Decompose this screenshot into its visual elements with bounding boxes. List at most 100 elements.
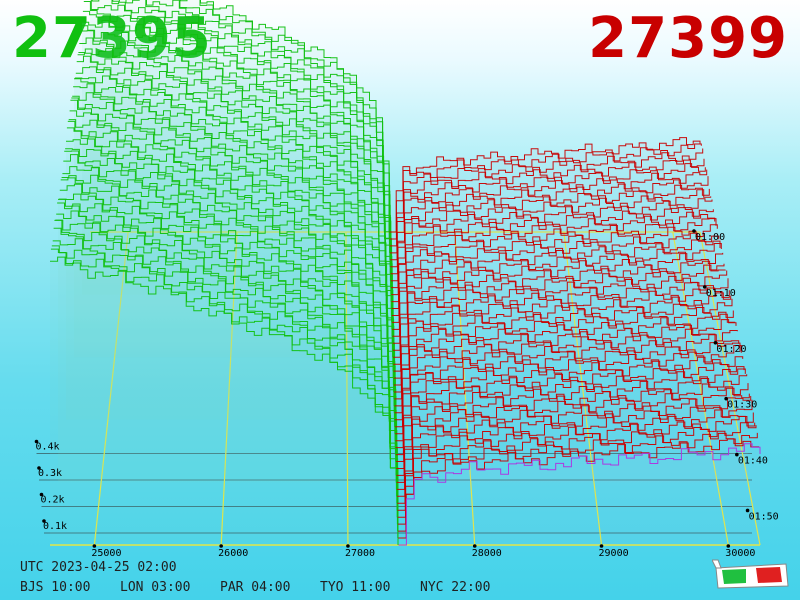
utc-time: UTC 2023-04-25 02:00	[20, 560, 177, 575]
ask-depth-line	[389, 148, 704, 247]
ask-depth-line	[395, 342, 741, 442]
time-tick-label: 01:10	[706, 288, 736, 299]
bid-depth-line	[59, 183, 397, 469]
ask-depth-line	[389, 137, 701, 233]
time-tick-dot	[713, 340, 718, 345]
bid-depth-line	[65, 148, 396, 427]
bid-depth-line	[77, 52, 393, 330]
volume-tick-label: 0.4k	[36, 442, 60, 453]
time-tick-label: 01:30	[727, 400, 757, 411]
bid-depth-line	[56, 210, 398, 497]
volume-tick-dot	[34, 439, 39, 444]
volume-tick-dot	[39, 492, 44, 497]
par-time: PAR 04:00	[220, 580, 291, 595]
ask-depth-lines	[389, 137, 761, 546]
ask-depth-line	[391, 189, 712, 289]
price-gridline	[563, 231, 603, 546]
ask-depth-line	[395, 345, 742, 449]
ask-depth-line	[391, 218, 717, 316]
ask-depth-line	[391, 207, 714, 303]
bid-depth-line	[112, 0, 391, 260]
bid-depth-line	[52, 238, 398, 525]
price-tick-dot	[219, 544, 223, 548]
price-tick-label: 25000	[91, 548, 121, 559]
ask-depth-line	[391, 211, 716, 309]
price-tick-label: 26000	[218, 548, 248, 559]
ask-depth-line	[396, 368, 746, 469]
ask-depth-line	[390, 184, 710, 282]
price-tick-dot	[472, 544, 477, 548]
bjs-time: BJS 10:00	[20, 580, 91, 595]
ask-depth-line	[397, 396, 752, 497]
price-tick-label: 29000	[599, 548, 629, 559]
ask-depth-line	[394, 313, 736, 414]
ask-depth-line	[394, 292, 732, 393]
price-gridline	[672, 231, 729, 546]
bid-depth-line	[75, 66, 393, 344]
ask-depth-line	[391, 198, 713, 296]
time-tick-label: 01:20	[716, 344, 746, 355]
bid-depth-area	[90, 0, 389, 232]
ask-depth-line	[392, 239, 721, 337]
volume-tick-dot	[42, 519, 46, 523]
ask-depth-line	[396, 374, 748, 476]
ask-depth-line	[398, 443, 761, 546]
volume-tick-dot	[37, 466, 41, 470]
bid-depth-line	[69, 110, 395, 392]
bid-depth-line	[80, 30, 392, 309]
ask-depth-line	[393, 287, 730, 386]
ask-depth-line	[389, 143, 702, 240]
bid-depth-line	[76, 55, 393, 337]
ask-depth-area	[396, 383, 748, 483]
ask-depth-line	[392, 232, 720, 330]
bid-depth-area	[58, 199, 397, 483]
3d-glasses-icon[interactable]	[712, 556, 792, 592]
price-tick-label: 27000	[345, 548, 375, 559]
bid-depth-line	[61, 174, 396, 455]
nyc-time: NYC 22:00	[420, 580, 491, 595]
bid-depth-line	[79, 37, 392, 316]
ask-depth-line	[397, 422, 757, 525]
bid-depth-line	[66, 138, 395, 420]
bid-depth-line	[82, 10, 392, 288]
price-tick-dot	[92, 544, 97, 548]
price-gridline	[345, 231, 349, 546]
ask-depth-line	[392, 252, 724, 351]
ask-depth-line	[390, 169, 708, 268]
bid-depth-lines	[50, 0, 399, 545]
time-tick-label: 01:40	[738, 456, 768, 467]
bid-depth-line	[200, 0, 390, 232]
bid-depth-line	[91, 0, 391, 267]
price-gridline	[220, 231, 238, 546]
bid-depth-line	[58, 193, 397, 476]
bid-depth-line	[82, 20, 392, 295]
ask-depth-line	[390, 158, 705, 254]
volume-tick-label: 0.1k	[43, 521, 67, 532]
time-tick-label: 01:50	[749, 511, 779, 522]
bid-depth-line	[72, 92, 394, 372]
bid-depth-line	[179, 0, 390, 239]
price-tick-dot	[346, 544, 350, 548]
price-gridline	[93, 231, 129, 546]
time-tick-dot	[692, 229, 696, 233]
time-tick-dot	[724, 396, 728, 401]
ask-depth-line	[394, 319, 737, 421]
ask-depth-line	[392, 243, 722, 344]
ask-depth-line	[395, 334, 740, 435]
bid-depth-line	[179, 0, 390, 246]
tyo-time: TYO 11:00	[320, 580, 391, 595]
time-tick-label: 01:00	[695, 232, 725, 243]
bid-depth-line	[63, 154, 396, 441]
bid-depth-line	[78, 48, 393, 323]
lon-time: LON 03:00	[120, 580, 191, 595]
bid-depth-line	[66, 127, 395, 413]
ask-depth-line	[390, 163, 706, 261]
bid-depth-area	[50, 257, 398, 545]
bid-depth-line	[73, 83, 394, 365]
ask-price: 27399	[588, 6, 788, 71]
time-tick-dot	[745, 508, 750, 513]
ask-depth-line	[393, 264, 726, 365]
price-tick-dot	[726, 544, 731, 548]
bid-depth-line	[62, 166, 396, 448]
